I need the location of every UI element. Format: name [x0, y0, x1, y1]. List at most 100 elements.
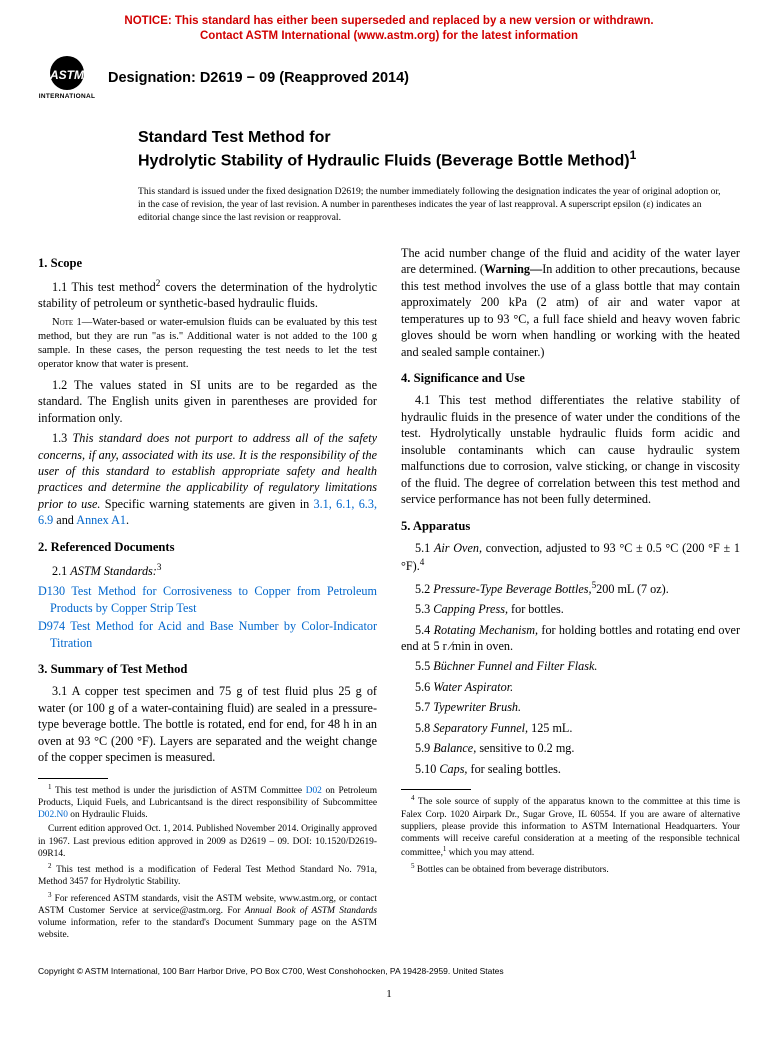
t: 5.1 [415, 541, 434, 555]
t: ASTM Standards: [70, 564, 157, 578]
designation: Designation: D2619 − 09 (Reapproved 2014… [108, 69, 409, 89]
ref-text: Test Method for Corrosiveness to Copper … [50, 584, 377, 614]
scope-note1: Note 1—Water-based or water-emulsion flu… [38, 316, 377, 373]
t: Pressure-Type Beverage Bottles, [433, 582, 591, 596]
header: ASTM INTERNATIONAL Designation: D2619 − … [38, 54, 740, 104]
t: —Water-based or water-emulsion fluids ca… [38, 317, 377, 371]
app-5-10: 5.10 Caps, for sealing bottles. [401, 761, 740, 777]
svg-text:ASTM: ASTM [49, 68, 85, 82]
t: 5.8 [415, 721, 433, 735]
xref-annex[interactable]: Annex A1 [76, 513, 126, 527]
t: . [126, 513, 129, 527]
refs-heading: 2. Referenced Documents [38, 539, 377, 556]
t: Air Oven, [434, 541, 482, 555]
t: Typewriter Brush. [433, 700, 521, 714]
t: on Hydraulic Fluids. [68, 810, 148, 820]
ref-text: Test Method for Acid and Base Number by … [50, 619, 377, 649]
footnote-1b: Current edition approved Oct. 1, 2014. P… [38, 823, 377, 860]
body-columns: 1. Scope 1.1 This test method2 covers th… [38, 245, 740, 944]
t: 5.4 [415, 623, 434, 637]
t: sensitive to 0.2 mg. [476, 741, 574, 755]
footnote-4: 4 The sole source of supply of the appar… [401, 794, 740, 859]
refs-2-1: 2.1 ASTM Standards:3 [38, 561, 377, 580]
t: Caps, [439, 762, 467, 776]
t: Rotating Mechanism, [434, 623, 539, 637]
ref-d974[interactable]: D974 Test Method for Acid and Base Numbe… [38, 618, 377, 651]
note-label: Note 1 [52, 317, 82, 328]
logo-label: INTERNATIONAL [39, 93, 96, 102]
t: Water Aspirator. [433, 680, 513, 694]
notice-banner: NOTICE: This standard has either been su… [38, 14, 740, 44]
app-5-7: 5.7 Typewriter Brush. [401, 699, 740, 715]
scope-1-1: 1.1 This test method2 covers the determi… [38, 277, 377, 312]
app-5-8: 5.8 Separatory Funnel, 125 mL. [401, 720, 740, 736]
t: Specific warning statements are given in [100, 497, 313, 511]
t: 2.1 [52, 564, 70, 578]
t: 200 mL (7 oz). [596, 582, 669, 596]
notice-line2: Contact ASTM International (www.astm.org… [200, 30, 578, 42]
notice-line1: NOTICE: This standard has either been su… [124, 15, 653, 27]
summary-cont: The acid number change of the fluid and … [401, 245, 740, 360]
significance-4-1: 4.1 This test method differentiates the … [401, 392, 740, 507]
app-5-9: 5.9 Balance, sensitive to 0.2 mg. [401, 740, 740, 756]
t: and [53, 513, 76, 527]
scope-1-2: 1.2 The values stated in SI units are to… [38, 377, 377, 426]
t: Büchner Funnel and Filter Flask. [433, 659, 597, 673]
footnote-rule-right [401, 789, 471, 790]
sup: 3 [157, 562, 162, 572]
t: This test method is under the jurisdicti… [52, 786, 306, 796]
copyright-footer: Copyright © ASTM International, 100 Barr… [38, 966, 740, 977]
warning-label: Warning— [484, 262, 542, 276]
right-column: The acid number change of the fluid and … [401, 245, 740, 944]
t: 5.10 [415, 762, 439, 776]
t: Annual Book of ASTM Standards [245, 906, 377, 916]
title-main: Hydrolytic Stability of Hydraulic Fluids… [138, 153, 630, 170]
ref-d130[interactable]: D130 Test Method for Corrosiveness to Co… [38, 583, 377, 616]
t: 5.5 [415, 659, 433, 673]
significance-heading: 4. Significance and Use [401, 370, 740, 387]
summary-heading: 3. Summary of Test Method [38, 661, 377, 678]
ref-code: D130 [38, 584, 65, 598]
footnote-5: 5 Bottles can be obtained from beverage … [401, 862, 740, 876]
title-sup: 1 [630, 148, 637, 162]
t: for bottles. [508, 602, 564, 616]
t: for sealing bottles. [467, 762, 560, 776]
t: Bottles can be obtained from beverage di… [415, 865, 609, 875]
t: which you may attend. [446, 848, 534, 858]
app-5-5: 5.5 Büchner Funnel and Filter Flask. [401, 658, 740, 674]
t: Capping Press, [433, 602, 508, 616]
subcommittee-link[interactable]: D02.N0 [38, 810, 68, 820]
sup: 4 [420, 557, 425, 567]
app-5-2: 5.2 Pressure-Type Beverage Bottles,5200 … [401, 579, 740, 598]
scope-heading: 1. Scope [38, 255, 377, 272]
footnote-3: 3 For referenced ASTM standards, visit t… [38, 891, 377, 942]
footnote-1: 1 This test method is under the jurisdic… [38, 783, 377, 822]
t: Separatory Funnel, [433, 721, 528, 735]
t: 5.9 [415, 741, 433, 755]
t: In addition to other precautions, becaus… [401, 262, 740, 358]
app-5-3: 5.3 Capping Press, for bottles. [401, 601, 740, 617]
t: 125 mL. [528, 721, 572, 735]
t: volume information, refer to the standar… [38, 918, 377, 940]
t: 1.1 This test method [52, 280, 156, 294]
t: 5.7 [415, 700, 433, 714]
t: 5.6 [415, 680, 433, 694]
page-number: 1 [38, 987, 740, 1002]
scope-1-3: 1.3 This standard does not purport to ad… [38, 430, 377, 529]
apparatus-heading: 5. Apparatus [401, 518, 740, 535]
footnote-rule [38, 778, 108, 779]
footnote-2: 2 This test method is a modification of … [38, 862, 377, 889]
t: Balance, [433, 741, 476, 755]
committee-link[interactable]: D02 [306, 786, 322, 796]
title-block: Standard Test Method for Hydrolytic Stab… [138, 128, 740, 172]
app-5-1: 5.1 Air Oven, convection, adjusted to 93… [401, 540, 740, 575]
app-5-4: 5.4 Rotating Mechanism, for holding bott… [401, 622, 740, 655]
app-5-6: 5.6 Water Aspirator. [401, 679, 740, 695]
t: 5.2 [415, 582, 433, 596]
left-column: 1. Scope 1.1 This test method2 covers th… [38, 245, 377, 944]
t: 5.3 [415, 602, 433, 616]
ref-code: D974 [38, 619, 65, 633]
astm-logo: ASTM INTERNATIONAL [38, 54, 96, 104]
t: This test method is a modification of Fe… [38, 865, 377, 887]
issue-note: This standard is issued under the fixed … [138, 186, 730, 225]
